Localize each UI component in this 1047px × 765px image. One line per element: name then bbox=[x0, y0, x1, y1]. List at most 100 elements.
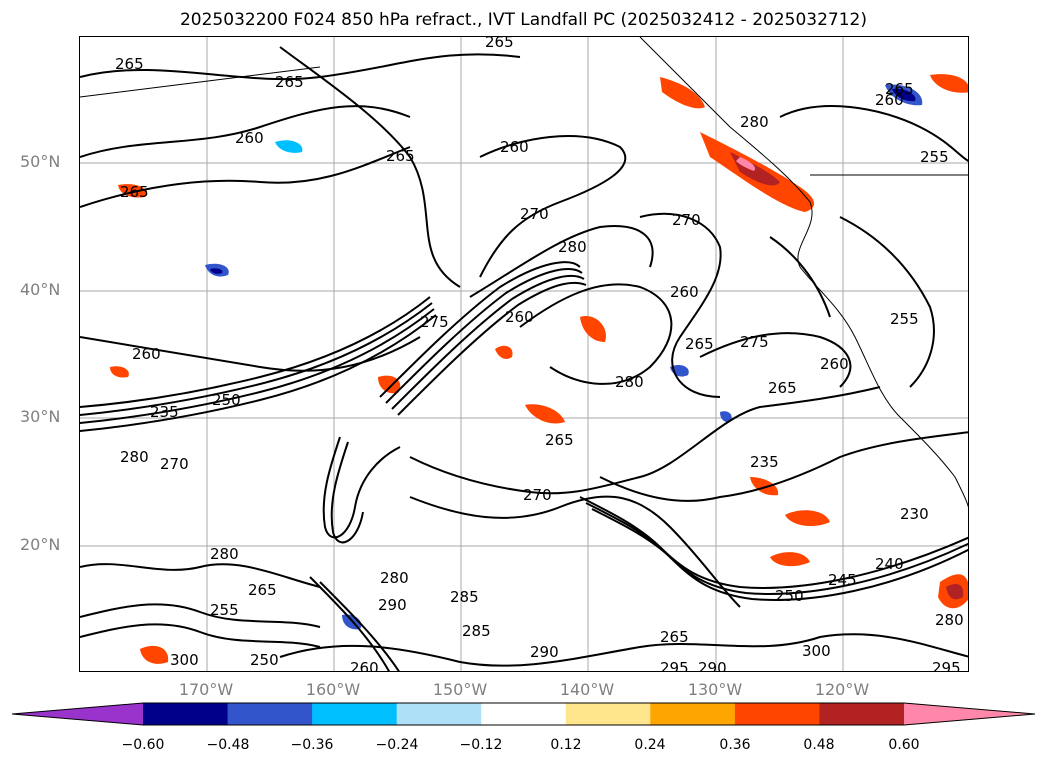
contour-line bbox=[639, 212, 722, 398]
colorbar-extend-high bbox=[904, 703, 1035, 725]
contour-line bbox=[391, 274, 585, 410]
anomaly-patch-c3 bbox=[495, 345, 513, 360]
contour-label: 230 bbox=[900, 505, 929, 523]
contour-label: 290 bbox=[698, 659, 727, 672]
colorbar-tick: 0.60 bbox=[888, 737, 920, 753]
contour-line bbox=[80, 563, 321, 588]
contour-line bbox=[309, 576, 390, 671]
anomaly-patch-neg-w-core bbox=[210, 268, 223, 274]
contour-line bbox=[519, 283, 673, 385]
contour-label: 280 bbox=[740, 113, 769, 131]
contour-label: 300 bbox=[802, 642, 831, 660]
contour-label: 270 bbox=[672, 211, 701, 229]
contour-line bbox=[319, 581, 400, 671]
contour-label: 280 bbox=[558, 238, 587, 256]
contour-line bbox=[80, 146, 411, 208]
lon-label-150w: 150°W bbox=[432, 680, 488, 699]
colorbar-tick: −0.60 bbox=[121, 737, 165, 753]
contour-label: 245 bbox=[828, 571, 857, 589]
contour-line bbox=[330, 441, 364, 544]
plot-title: 2025032200 F024 850 hPa refract., IVT La… bbox=[179, 10, 867, 30]
contour-line bbox=[80, 314, 437, 432]
contour-label: 265 bbox=[485, 37, 514, 51]
contour-line bbox=[322, 436, 401, 539]
colorbar-outline bbox=[11, 702, 1036, 726]
colorbar-tick: −0.12 bbox=[459, 737, 503, 753]
colorbar-segment bbox=[819, 703, 905, 725]
anomaly-fills bbox=[110, 74, 968, 664]
colorbar-segments bbox=[12, 703, 1035, 725]
colorbar-tick: 0.12 bbox=[550, 737, 582, 753]
anomaly-patch-bc bbox=[660, 77, 705, 109]
contour-label: 255 bbox=[210, 601, 239, 619]
contour-label: 260 bbox=[505, 308, 534, 326]
anomaly-patch-coast-peak bbox=[736, 157, 756, 171]
contour-label: 285 bbox=[462, 622, 491, 640]
contour-line bbox=[409, 386, 881, 495]
coastline-aleutians bbox=[80, 66, 321, 98]
contour-line bbox=[591, 508, 968, 601]
colorbar-segment bbox=[143, 703, 229, 725]
lon-label-140w: 140°W bbox=[559, 680, 615, 699]
contour-line bbox=[279, 633, 968, 667]
colorbar-tick: −0.24 bbox=[375, 737, 419, 753]
contour-label: 285 bbox=[450, 588, 479, 606]
contour-label: 255 bbox=[920, 148, 949, 166]
contour-label: 265 bbox=[115, 55, 144, 73]
contour-label: 260 bbox=[350, 659, 379, 672]
contour-label: 265 bbox=[545, 431, 574, 449]
contour-label: 280 bbox=[120, 448, 149, 466]
anomaly-patch-c2 bbox=[580, 316, 606, 342]
coastline bbox=[80, 37, 968, 508]
contour-line bbox=[279, 46, 461, 288]
anomaly-patch-e2 bbox=[770, 552, 810, 567]
contour-label: 280 bbox=[380, 569, 409, 587]
contour-line bbox=[397, 281, 587, 416]
anomaly-patch-w2 bbox=[110, 366, 129, 378]
contour-label: 260 bbox=[132, 345, 161, 363]
colorbar bbox=[11, 702, 1036, 726]
contour-label: 295 bbox=[660, 659, 689, 672]
contour-label: 295 bbox=[932, 659, 961, 672]
anomaly-patch-w1 bbox=[378, 375, 401, 394]
lon-label-120w: 120°W bbox=[814, 680, 870, 699]
contour-label: 265 bbox=[685, 335, 714, 353]
lon-label-130w: 130°W bbox=[687, 680, 743, 699]
colorbar-tick: −0.36 bbox=[290, 737, 334, 753]
contour-label: 265 bbox=[386, 147, 415, 165]
contour-label: 265 bbox=[660, 628, 689, 646]
contour-line bbox=[779, 105, 968, 162]
contour-line bbox=[579, 496, 968, 589]
colorbar-segment bbox=[227, 703, 313, 725]
anomaly-patch-neg-e bbox=[720, 411, 732, 423]
contour-line bbox=[409, 495, 741, 608]
lat-label-50n: 50°N bbox=[20, 152, 61, 171]
contour-label: 270 bbox=[523, 486, 552, 504]
contour-line bbox=[385, 268, 583, 404]
contour-label: 250 bbox=[212, 391, 241, 409]
contour-label: 265 bbox=[768, 379, 797, 397]
contour-label: 270 bbox=[160, 455, 189, 473]
colorbar-tick: 0.36 bbox=[719, 737, 751, 753]
anomaly-patch-neg-ne-core bbox=[892, 88, 916, 102]
contour-label: 280 bbox=[615, 373, 644, 391]
colorbar-segment bbox=[312, 703, 398, 725]
contour-line bbox=[585, 502, 968, 595]
contour-label: 240 bbox=[875, 555, 904, 573]
lat-label-30n: 30°N bbox=[20, 407, 61, 426]
contour-label: 270 bbox=[520, 205, 549, 223]
contour-label: 250 bbox=[250, 651, 279, 669]
colorbar-tick: −0.48 bbox=[206, 737, 250, 753]
contour-label: 275 bbox=[420, 313, 449, 331]
graticule bbox=[80, 37, 968, 671]
anomaly-patch-s1 bbox=[140, 645, 169, 664]
lat-label-40n: 40°N bbox=[20, 280, 61, 299]
contour-label: 250 bbox=[775, 587, 804, 605]
contour-label: 265 bbox=[120, 183, 149, 201]
contour-label: 235 bbox=[750, 453, 779, 471]
colorbar-segment bbox=[396, 703, 482, 725]
contour-line bbox=[80, 296, 431, 408]
contour-label: 260 bbox=[875, 91, 904, 109]
lon-label-170w: 170°W bbox=[178, 680, 234, 699]
contour-line bbox=[80, 105, 411, 158]
